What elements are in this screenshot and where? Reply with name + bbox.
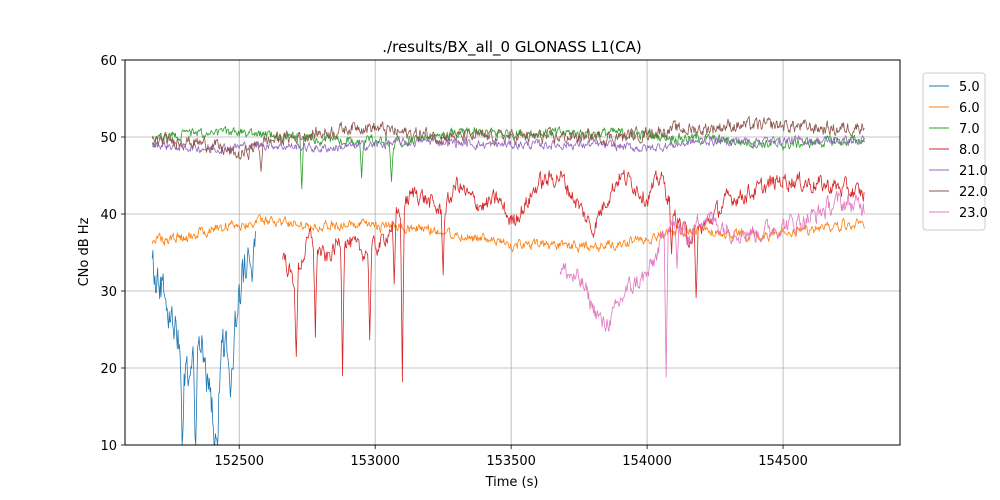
y-axis-label: CNo dB Hz: [77, 217, 92, 286]
series-line-8-0: [282, 169, 865, 383]
series-line-22-0: [151, 115, 865, 172]
series-line-23-0: [559, 190, 865, 378]
plot-frame: [124, 59, 901, 446]
legend-label: 5.0: [959, 80, 980, 95]
series-line-21-0: [151, 135, 865, 155]
axis-ticks: 152500 153000 153500 154000 154500 10 20 30 40 50…: [100, 54, 807, 469]
y-tick-label: 60: [100, 54, 117, 69]
legend: 5.0 6.0 7.0 8.0 21.0 22.0 23.0: [922, 72, 988, 231]
x-axis-label: Time (s): [485, 475, 539, 490]
legend-label: 22.0: [959, 185, 988, 200]
legend-label: 6.0: [959, 101, 980, 116]
legend-label: 7.0: [959, 122, 980, 137]
chart-title: ./results/BX_all_0 GLONASS L1(CA): [382, 38, 641, 57]
series-line-5-0: [151, 231, 256, 446]
y-tick-label: 30: [100, 285, 117, 300]
x-tick-label: 154000: [622, 454, 672, 469]
legend-label: 21.0: [959, 164, 988, 179]
legend-label: 23.0: [959, 206, 988, 221]
x-tick-label: 152500: [214, 454, 264, 469]
legend-label: 8.0: [959, 143, 980, 158]
x-tick-label: 153500: [486, 454, 536, 469]
y-tick-label: 10: [100, 439, 117, 454]
x-tick-label: 153000: [350, 454, 400, 469]
x-tick-label: 154500: [758, 454, 808, 469]
y-tick-label: 50: [100, 131, 117, 146]
y-tick-label: 20: [100, 362, 117, 377]
y-tick-label: 40: [100, 208, 117, 223]
series-lines: [151, 115, 865, 446]
